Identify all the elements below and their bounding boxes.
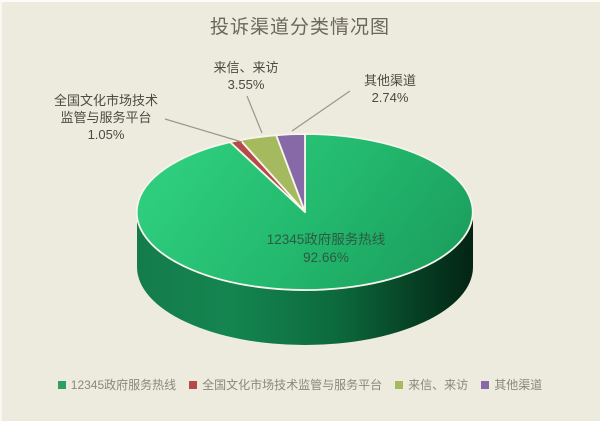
legend-marker-letters (395, 380, 404, 389)
label-platform-channel: 全国文化市场技术 监管与服务平台 1.05% (53, 93, 158, 142)
leader-line-0 (164, 118, 243, 143)
legend-marker-hotline (57, 380, 66, 389)
leader-line-1 (246, 95, 263, 134)
legend-marker-other (481, 380, 490, 389)
label-other-channels: 其他渠道 2.74% (363, 73, 416, 105)
legend-label: 全国文化市场技术监管与服务平台 (202, 378, 383, 392)
legend-label: 其他渠道 (494, 378, 543, 392)
legend-item-other: 其他渠道 (481, 376, 542, 393)
leader-line-2 (291, 90, 351, 132)
label-hotline-main: 12345政府服务热线 92.66% (266, 232, 386, 265)
legend-item-platform: 全国文化市场技术监管与服务平台 (189, 376, 382, 393)
chart-title: 投诉渠道分类情况图 (209, 17, 390, 38)
legend-marker-platform (189, 380, 198, 389)
legend: 12345政府服务热线 全国文化市场技术监管与服务平台 来信、来访 其他渠道 (0, 376, 600, 393)
pie-slice-3 (275, 133, 306, 213)
legend-label: 来信、来访 (408, 378, 469, 392)
pie-side-wall (137, 212, 473, 345)
legend-label: 12345政府服务热线 (70, 378, 177, 392)
label-letters-visits: 来信、来访 3.55% (213, 60, 279, 92)
legend-item-letters: 来信、来访 (395, 376, 468, 393)
legend-item-hotline: 12345政府服务热线 (57, 376, 177, 393)
